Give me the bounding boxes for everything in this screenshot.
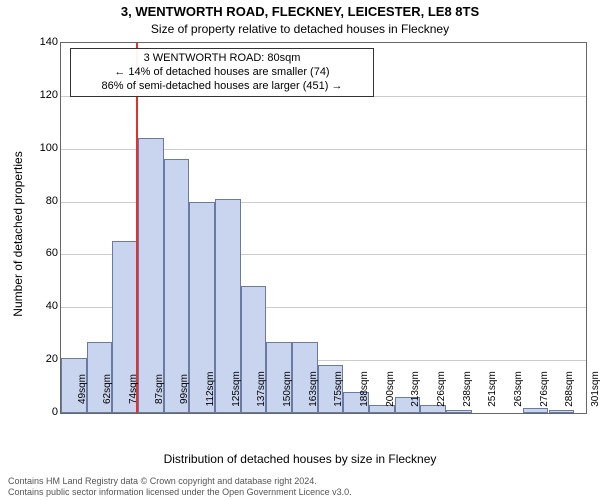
- chart-subtitle: Size of property relative to detached ho…: [0, 22, 600, 36]
- x-tick: 74sqm: [128, 364, 139, 414]
- x-tick: 301sqm: [590, 364, 600, 414]
- y-tick: 40: [28, 300, 58, 312]
- footer-line2: Contains public sector information licen…: [8, 487, 352, 498]
- y-tick: 140: [28, 36, 58, 48]
- x-tick: 163sqm: [308, 364, 319, 414]
- chart-container: 3, WENTWORTH ROAD, FLECKNEY, LEICESTER, …: [0, 0, 600, 500]
- y-tick: 100: [28, 142, 58, 154]
- x-tick: 150sqm: [282, 364, 293, 414]
- y-tick: 60: [28, 247, 58, 259]
- footer: Contains HM Land Registry data © Crown c…: [8, 476, 352, 498]
- x-tick: 226sqm: [436, 364, 447, 414]
- y-tick: 120: [28, 89, 58, 101]
- x-tick: 87sqm: [154, 364, 165, 414]
- x-tick: 276sqm: [539, 364, 550, 414]
- x-tick: 263sqm: [513, 364, 524, 414]
- footer-line1: Contains HM Land Registry data © Crown c…: [8, 476, 352, 487]
- x-tick: 200sqm: [385, 364, 396, 414]
- x-tick: 112sqm: [205, 364, 216, 414]
- x-tick: 137sqm: [256, 364, 267, 414]
- annotation-line1: 3 WENTWORTH ROAD: 80sqm: [77, 52, 367, 66]
- chart-title: 3, WENTWORTH ROAD, FLECKNEY, LEICESTER, …: [0, 4, 600, 19]
- y-axis-label: Number of detached properties: [8, 42, 22, 412]
- y-tick: 80: [28, 195, 58, 207]
- y-tick: 0: [28, 406, 58, 418]
- annotation-line3: 86% of semi-detached houses are larger (…: [77, 80, 367, 94]
- plot-area: [60, 42, 587, 414]
- x-tick: 238sqm: [462, 364, 473, 414]
- x-tick: 175sqm: [333, 364, 344, 414]
- x-tick: 251sqm: [487, 364, 498, 414]
- x-tick: 213sqm: [410, 364, 421, 414]
- x-tick: 188sqm: [359, 364, 370, 414]
- annotation-box: 3 WENTWORTH ROAD: 80sqm ← 14% of detache…: [70, 48, 374, 97]
- x-tick: 288sqm: [564, 364, 575, 414]
- x-tick: 99sqm: [179, 364, 190, 414]
- x-axis-title: Distribution of detached houses by size …: [0, 452, 600, 466]
- y-axis-label-text: Number of detached properties: [11, 134, 25, 334]
- annotation-line2: ← 14% of detached houses are smaller (74…: [77, 66, 367, 80]
- x-tick: 62sqm: [102, 364, 113, 414]
- x-tick: 49sqm: [77, 364, 88, 414]
- reference-line: [136, 43, 138, 413]
- y-tick: 20: [28, 353, 58, 365]
- x-tick: 125sqm: [231, 364, 242, 414]
